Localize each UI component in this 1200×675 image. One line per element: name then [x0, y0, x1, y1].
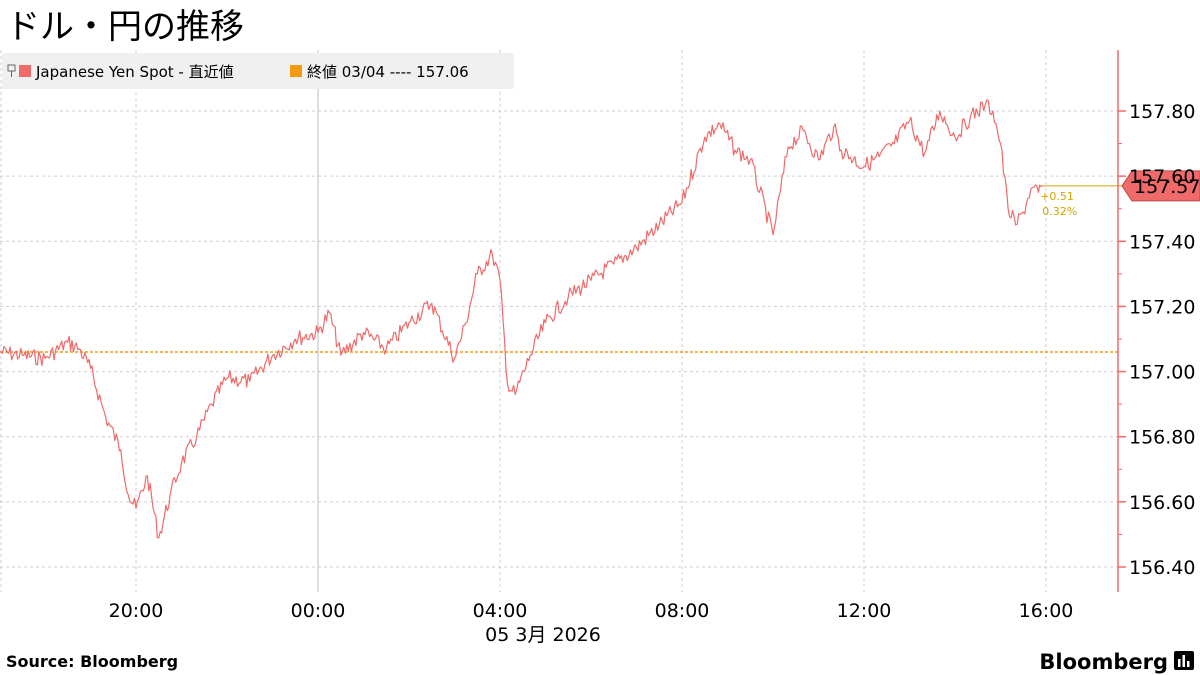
series-line-yen-spot — [0, 99, 1043, 539]
bloomberg-terminal-icon — [1174, 651, 1194, 670]
y-tick-label: 157.00 — [1129, 362, 1195, 384]
y-tick-label: 156.80 — [1129, 427, 1195, 449]
x-tick-label: 12:00 — [837, 600, 892, 622]
legend-series-label: Japanese Yen Spot - 直近値 — [35, 63, 234, 81]
x-tick-label: 20:00 — [109, 600, 164, 622]
change-percent: 0.32% — [1042, 205, 1077, 218]
legend-series-swatch — [19, 65, 31, 77]
x-axis-ticks: 20:00 00:00 04:00 08:00 12:00 16:00 — [109, 600, 1074, 622]
x-gridlines — [0, 50, 1047, 592]
x-tick-label: 08:00 — [655, 600, 710, 622]
legend-pin-icon — [7, 64, 16, 77]
legend: Japanese Yen Spot - 直近値 終値 03/04 ---- 15… — [2, 53, 514, 89]
chart-title: ドル・円の推移 — [6, 7, 244, 47]
brand-logo-text: Bloomberg — [1039, 650, 1168, 674]
source-label: Source: Bloomberg — [6, 652, 178, 671]
x-tick-label: 04:00 — [473, 600, 528, 622]
x-axis-date-label: 05 3月 2026 — [485, 624, 601, 646]
y-tick-label: 157.80 — [1129, 101, 1195, 123]
legend-reference-swatch — [290, 65, 302, 77]
x-tick-label: 00:00 — [291, 600, 346, 622]
y-axis-ticks: 156.40 156.60 156.80 157.00 157.20 157.40 157.… — [1118, 101, 1195, 579]
y-gridlines — [0, 110, 1118, 568]
y-tick-label: 157.40 — [1129, 231, 1195, 253]
y-tick-label: 157.20 — [1129, 296, 1195, 318]
last-value-tag: 157.57 — [1121, 170, 1200, 202]
y-tick-label: 156.40 — [1129, 557, 1195, 579]
last-value-label: 157.57 — [1134, 176, 1200, 198]
last-value-tag-shape — [1121, 170, 1200, 202]
x-tick-label: 16:00 — [1019, 600, 1074, 622]
y-tick-label: 157.60 — [1129, 166, 1195, 188]
y-tick-label: 156.60 — [1129, 492, 1195, 514]
change-value: +0.51 — [1040, 190, 1074, 203]
legend-reference-label: 終値 03/04 ---- 157.06 — [307, 63, 469, 81]
legend-background — [2, 53, 514, 89]
